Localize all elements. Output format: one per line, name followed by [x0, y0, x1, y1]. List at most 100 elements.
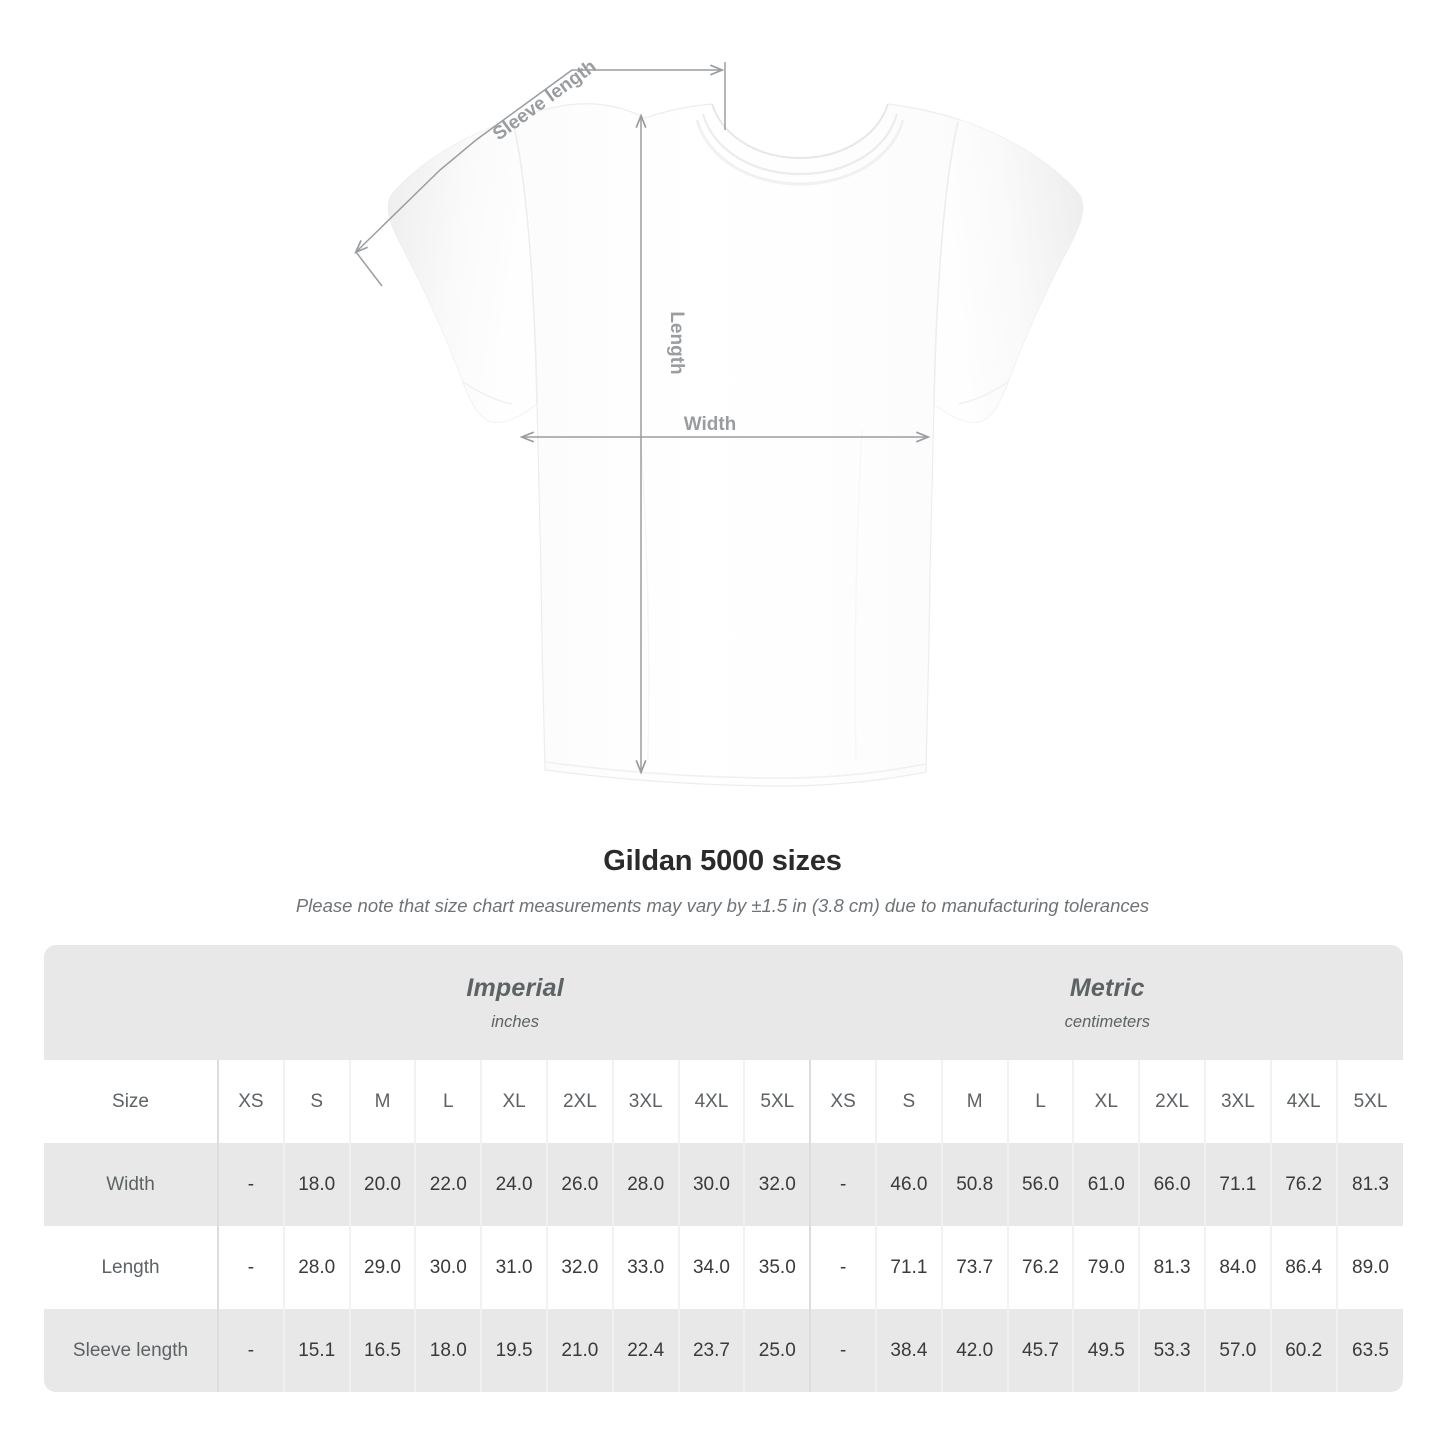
cell-width-metric-3xl: 71.1: [1205, 1143, 1272, 1226]
cell-sleeve-imperial-5xl: 25.0: [745, 1309, 812, 1392]
left-sleeve-hem: [462, 381, 513, 405]
col-header-metric-2xl: 2XL: [1140, 1060, 1206, 1143]
cell-length-metric-xs: -: [811, 1226, 877, 1309]
measurement-annotations: [356, 62, 928, 772]
cell-width-imperial-xs: -: [219, 1143, 285, 1226]
cell-length-imperial-m: 29.0: [350, 1226, 417, 1309]
col-header-imperial-5xl: 5XL: [745, 1060, 812, 1143]
cell-width-metric-2xl: 66.0: [1140, 1143, 1206, 1226]
cell-sleeve-imperial-s: 15.1: [284, 1309, 351, 1392]
unit-sub-metric: centimeters: [1064, 1012, 1150, 1031]
collar-band: [695, 119, 905, 186]
unit-banner-imperial: Imperial inches: [219, 945, 812, 1060]
cell-sleeve-metric-3xl: 57.0: [1205, 1309, 1272, 1392]
cell-sleeve-metric-xs: -: [811, 1309, 877, 1392]
right-sleeve-shading: [934, 120, 1083, 423]
cell-width-metric-xl: 61.0: [1074, 1143, 1141, 1226]
cell-width-metric-5xl: 81.3: [1337, 1143, 1404, 1226]
cell-width-imperial-l: 22.0: [416, 1143, 483, 1226]
cell-length-metric-5xl: 89.0: [1337, 1226, 1404, 1309]
collar-inner: [701, 113, 899, 176]
unit-banner-row: Imperial inches Metric centimeters: [44, 945, 1404, 1060]
cell-length-imperial-s: 28.0: [284, 1226, 351, 1309]
col-header-metric-xl: XL: [1074, 1060, 1141, 1143]
cell-sleeve-metric-2xl: 53.3: [1140, 1309, 1206, 1392]
col-header-imperial-xl: XL: [482, 1060, 548, 1143]
cell-width-imperial-4xl: 30.0: [679, 1143, 746, 1226]
cell-sleeve-imperial-4xl: 23.7: [679, 1309, 746, 1392]
cell-sleeve-imperial-2xl: 21.0: [547, 1309, 614, 1392]
table-row: Length - 28.0 29.0 30.0 31.0 32.0 33.0 3…: [44, 1226, 1404, 1309]
cell-sleeve-imperial-xs: -: [219, 1309, 285, 1392]
tshirt-silhouette: [387, 103, 1084, 787]
size-chart-table: Imperial inches Metric centimeters Size …: [44, 945, 1404, 1392]
tolerance-note: Please note that size chart measurements…: [295, 895, 1150, 916]
sleeve-end-tick: [355, 251, 383, 287]
col-header-imperial-3xl: 3XL: [614, 1060, 680, 1143]
cell-width-imperial-s: 18.0: [284, 1143, 351, 1226]
size-header-label: Size: [44, 1060, 219, 1143]
cell-sleeve-metric-s: 38.4: [877, 1309, 943, 1392]
cell-length-metric-m: 73.7: [942, 1226, 1009, 1309]
cell-width-metric-xs: -: [811, 1143, 877, 1226]
sleeve-length-line: [356, 69, 573, 252]
cell-length-imperial-l: 30.0: [416, 1226, 483, 1309]
cell-width-metric-l: 56.0: [1008, 1143, 1075, 1226]
width-label: Width: [684, 414, 737, 435]
cell-sleeve-imperial-xl: 19.5: [482, 1309, 548, 1392]
col-header-imperial-l: L: [416, 1060, 483, 1143]
tshirt-measurement-diagram: Sleeve length Length Width: [0, 56, 1084, 787]
cell-length-metric-3xl: 84.0: [1205, 1226, 1272, 1309]
cell-width-imperial-xl: 24.0: [482, 1143, 548, 1226]
cell-width-imperial-3xl: 28.0: [613, 1143, 680, 1226]
cell-sleeve-metric-4xl: 60.2: [1271, 1309, 1338, 1392]
cell-sleeve-imperial-3xl: 22.4: [613, 1309, 680, 1392]
cell-length-imperial-5xl: 35.0: [745, 1226, 812, 1309]
col-header-metric-xs: XS: [811, 1060, 877, 1143]
col-header-metric-5xl: 5XL: [1353, 1090, 1388, 1112]
collar-outer: [711, 103, 889, 160]
col-header-imperial-xs: XS: [219, 1060, 285, 1143]
row-label-length: Length: [44, 1226, 219, 1309]
cell-width-metric-s: 46.0: [877, 1143, 943, 1226]
col-header-metric-s: S: [877, 1060, 943, 1143]
table-row: Width - 18.0 20.0 22.0 24.0 26.0 28.0 30…: [44, 1143, 1404, 1226]
cell-length-metric-4xl: 86.4: [1271, 1226, 1338, 1309]
col-header-metric-m: M: [943, 1060, 1009, 1143]
cell-width-imperial-5xl: 32.0: [745, 1143, 812, 1226]
cell-sleeve-metric-m: 42.0: [942, 1309, 1009, 1392]
cell-sleeve-imperial-m: 16.5: [350, 1309, 417, 1392]
left-sleeve-seam: [512, 121, 538, 405]
size-header-row: Size XS S M L XL 2XL 3XL 4XL 5XL XS S M …: [44, 1060, 1404, 1143]
unit-banner-metric: Metric centimeters: [811, 945, 1404, 1060]
cell-sleeve-metric-xl: 49.5: [1074, 1309, 1141, 1392]
cell-width-metric-4xl: 76.2: [1271, 1143, 1338, 1226]
cell-width-imperial-2xl: 26.0: [547, 1143, 614, 1226]
bottom-hem: [544, 761, 927, 779]
cell-length-imperial-xl: 31.0: [482, 1226, 548, 1309]
cell-length-metric-l: 76.2: [1008, 1226, 1075, 1309]
right-sleeve-seam: [933, 121, 959, 405]
left-sleeve-shading: [388, 120, 537, 423]
tshirt-body-path: [387, 103, 1084, 787]
cell-sleeve-imperial-l: 18.0: [416, 1309, 483, 1392]
length-label: Length: [666, 311, 687, 374]
cell-length-metric-xl: 79.0: [1074, 1226, 1141, 1309]
cell-length-imperial-4xl: 34.0: [679, 1226, 746, 1309]
table-row: Sleeve length - 15.1 16.5 18.0 19.5 21.0…: [44, 1309, 1404, 1392]
cell-sleeve-metric-5xl: 63.5: [1337, 1309, 1404, 1392]
unit-banner-spacer: [44, 945, 219, 1060]
cell-sleeve-metric-l: 45.7: [1008, 1309, 1075, 1392]
cell-length-imperial-2xl: 32.0: [547, 1226, 614, 1309]
cell-length-imperial-xs: -: [219, 1226, 285, 1309]
col-header-imperial-s: S: [285, 1060, 351, 1143]
col-header-imperial-m: M: [351, 1060, 417, 1143]
row-label-sleeve-length: Sleeve length: [44, 1309, 219, 1392]
unit-name-imperial: Imperial: [466, 973, 564, 1002]
chart-heading-block: Gildan 5000 sizes Please note that size …: [0, 845, 1445, 917]
row-label-width: Width: [44, 1143, 219, 1226]
cell-width-metric-m: 50.8: [942, 1143, 1009, 1226]
fabric-fold-2: [854, 429, 863, 763]
right-sleeve-hem: [958, 381, 1009, 405]
